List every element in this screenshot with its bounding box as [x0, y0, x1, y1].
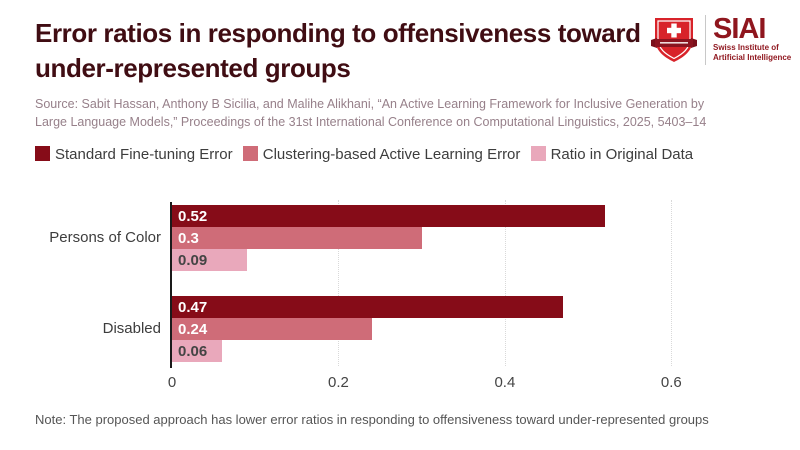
- bar-value-label: 0.52: [178, 208, 208, 225]
- legend-swatch: [530, 146, 546, 161]
- bar: [172, 227, 422, 249]
- plot-area: 0.52 0.3 0.09 0.47 0.24 0.06: [170, 200, 792, 368]
- bar: [172, 318, 372, 340]
- logo-subtitle-line2: Artificial Intelligence: [713, 52, 792, 62]
- bar: [172, 296, 564, 318]
- bar-value-label: 0.47: [178, 299, 208, 316]
- legend-item: Clustering-based Active Learning Error: [242, 146, 521, 163]
- x-tick-label: 0.2: [328, 374, 349, 391]
- legend-label: Standard Fine-tuning Error: [55, 146, 233, 163]
- x-tick-label: 0.6: [660, 374, 682, 391]
- legend-item: Ratio in Original Data: [530, 146, 694, 163]
- bar-value-label: 0.3: [178, 230, 199, 247]
- bar: [172, 205, 605, 227]
- legend-label: Clustering-based Active Learning Error: [262, 146, 521, 163]
- siai-logo: SIAI Swiss Institute of Artificial Intel…: [650, 15, 791, 67]
- legend-item: Standard Fine-tuning Error: [35, 146, 233, 163]
- gridline: [671, 200, 673, 366]
- source-citation: Source: Sabit Hassan, Anthony B Sicilia,…: [35, 97, 707, 129]
- legend-swatch: [35, 146, 50, 161]
- y-axis-line: [170, 202, 172, 368]
- gridline: [504, 200, 506, 366]
- bar-value-label: 0.06: [178, 343, 208, 360]
- chart-legend: Standard Fine-tuning Error Clustering-ba…: [35, 143, 725, 167]
- page-title: Error ratios in responding to offensiven…: [35, 18, 641, 83]
- logo-subtitle-line1: Swiss Institute of: [713, 43, 779, 52]
- category-label: Disabled: [102, 320, 161, 337]
- x-tick-label: 0.4: [494, 374, 516, 391]
- legend-swatch: [242, 146, 258, 161]
- x-tick-label: 0: [167, 374, 177, 391]
- category-label: Persons of Color: [49, 229, 161, 246]
- bar-group: 0.52 0.3 0.09: [172, 205, 792, 271]
- bar: [172, 340, 222, 362]
- bar-group: 0.47 0.24 0.06: [172, 296, 792, 362]
- bar-chart: 0.52 0.3 0.09 0.47 0.24 0.06 Persons of Color…: [35, 200, 792, 400]
- siai-shield-icon: [651, 18, 697, 62]
- bar: [172, 249, 247, 271]
- bar-value-label: 0.24: [178, 321, 208, 338]
- logo-divider: [705, 15, 706, 65]
- logo-acronym: SIAI: [713, 13, 766, 45]
- footnote: Note: The proposed approach has lower er…: [35, 412, 709, 427]
- legend-label: Ratio in Original Data: [550, 146, 694, 163]
- gridline: [338, 200, 340, 366]
- bar-value-label: 0.09: [178, 252, 208, 269]
- logo-text: SIAI Swiss Institute of Artificial Intel…: [713, 15, 791, 62]
